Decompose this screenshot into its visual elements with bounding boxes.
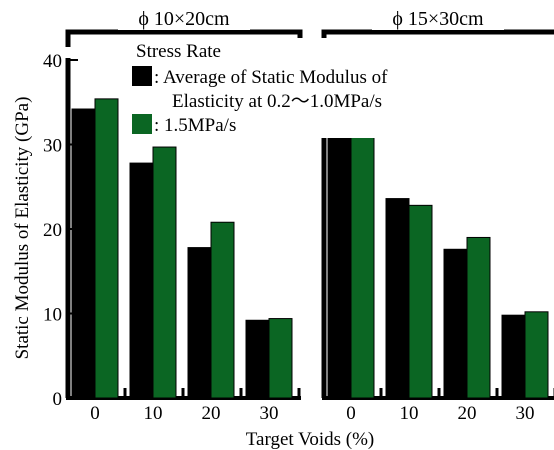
y-axis-title: Static Modulus of Elasticity (GPa)	[12, 97, 33, 360]
bar-panel1-avg-10	[129, 162, 154, 399]
legend-title: Stress Rate	[136, 41, 221, 62]
x-tick-label: 20	[458, 403, 477, 424]
panel-label-right: ϕ 15×30cm	[392, 8, 484, 30]
y-tick-label: 0	[53, 389, 63, 410]
bar-panel2-avg-0	[327, 116, 352, 399]
x-tick-label: 20	[202, 403, 221, 424]
bar-panel2-avg-30	[501, 314, 526, 399]
bar-panel2-rate-10	[408, 204, 433, 399]
y-tick-label: 10	[43, 305, 62, 326]
bar-panel2-rate-30	[524, 311, 549, 399]
x-tick-label: 0	[346, 403, 356, 424]
x-tick-label: 30	[516, 403, 535, 424]
bar-panel1-avg-30	[245, 319, 270, 399]
bar-panel2-rate-20	[466, 236, 491, 399]
legend-swatch-rate	[132, 114, 152, 134]
bars	[71, 98, 554, 399]
x-tick-label: 30	[260, 403, 279, 424]
bar-panel1-rate-20	[210, 221, 235, 399]
legend-entry-avg-line2: Elasticity at 0.2〜1.0MPa/s	[172, 91, 382, 112]
x-axis-title: Target Voids (%)	[246, 429, 375, 450]
bar-panel1-avg-0	[71, 108, 96, 399]
x-tick-label: 0	[90, 403, 100, 424]
x-tick-label: 10	[400, 403, 419, 424]
bar-panel2-rate-0	[350, 118, 375, 399]
legend-entry-avg-line1: : Average of Static Modulus of	[154, 67, 388, 88]
legend: Stress Rate : Average of Static Modulus …	[128, 38, 476, 138]
bar-panel2-avg-20	[443, 248, 468, 399]
x-ticks: 0 10 20 30 0 10 20 30	[90, 403, 534, 424]
y-tick-label: 30	[43, 136, 62, 157]
legend-swatch-avg	[132, 66, 152, 86]
bar-panel1-avg-20	[187, 247, 212, 399]
bar-panel1-rate-0	[94, 98, 119, 399]
bar-panel2-avg-10	[385, 198, 410, 399]
panel-label-left: ϕ 10×20cm	[138, 8, 230, 30]
bar-panel1-rate-30	[268, 318, 293, 399]
x-tick-label: 10	[144, 403, 163, 424]
legend-entry-rate: : 1.5MPa/s	[154, 115, 236, 136]
y-tick-label: 40	[43, 51, 62, 72]
bar-panel1-rate-10	[152, 146, 177, 399]
y-tick-label: 20	[43, 220, 62, 241]
